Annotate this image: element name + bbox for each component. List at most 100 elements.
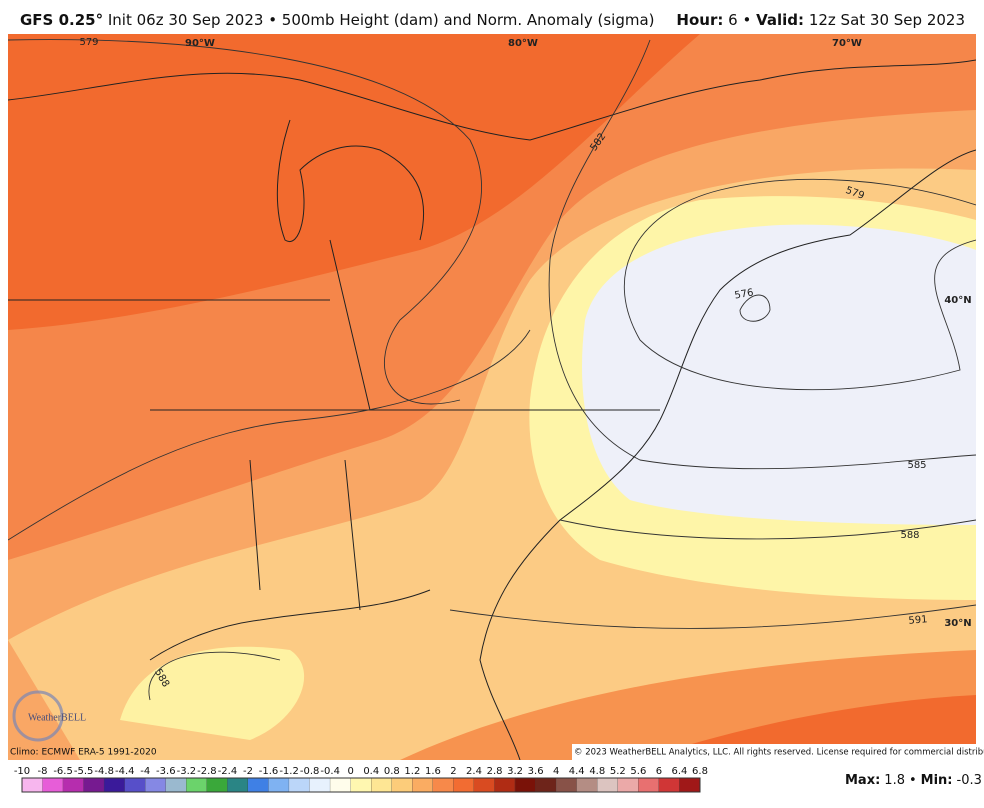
colorbar-segment	[453, 778, 474, 792]
colorbar-segment	[83, 778, 105, 792]
separator: •	[909, 773, 917, 788]
logo-text: WeatherBELL	[28, 712, 86, 723]
colorbar-segment	[556, 778, 577, 792]
colorbar-segment	[330, 778, 351, 792]
colorbar-label: -3.2	[177, 766, 197, 777]
colorbar-label: -6.5	[53, 766, 73, 777]
latitude-label: 40°N	[944, 295, 971, 306]
colorbar-label: -2	[243, 766, 253, 777]
colorbar-segment	[515, 778, 536, 792]
colorbar-segment	[679, 778, 700, 792]
colorbar-segment	[494, 778, 516, 792]
colorbar-label: 1.2	[404, 766, 420, 777]
colorbar-segment	[597, 778, 618, 792]
colorbar-label: 4.4	[569, 766, 585, 777]
colorbar-segment	[350, 778, 372, 792]
colorbar-label: -2.8	[197, 766, 217, 777]
longitude-label: 70°W	[832, 38, 862, 49]
colorbar-label: 4	[553, 766, 559, 777]
colorbar-label: 2.8	[487, 766, 503, 777]
colorbar-segment	[22, 778, 43, 792]
colorbar-label: -4	[140, 766, 150, 777]
colorbar-segment	[165, 778, 187, 792]
colorbar-label: 3.6	[528, 766, 544, 777]
logo: WeatherBELL	[12, 690, 86, 742]
colorbar-segment	[268, 778, 290, 792]
colorbar-segment	[145, 778, 166, 792]
colorbar-segment	[227, 778, 248, 792]
colorbar-label: 6	[656, 766, 662, 777]
max-label: Max:	[845, 773, 880, 788]
colorbar-label: 1.6	[425, 766, 441, 777]
colorbar-segment	[104, 778, 125, 792]
height-contours	[8, 39, 976, 701]
header-left: GFS 0.25° Init 06z 30 Sep 2023 • 500mb H…	[20, 11, 655, 29]
colorbar-segment	[576, 778, 598, 792]
colorbar-label: 6.8	[692, 766, 708, 777]
anomaly-fill	[8, 34, 976, 760]
colorbar-label: 5.6	[630, 766, 646, 777]
colorbar-segment	[289, 778, 310, 792]
header-right: Hour: 6 • Valid: 12z Sat 30 Sep 2023	[676, 11, 965, 29]
model: GFS 0.25°	[20, 11, 104, 29]
colorbar-label: 0.4	[363, 766, 379, 777]
separator: •	[742, 11, 752, 29]
colorbar-label: 4.8	[589, 766, 605, 777]
colorbar-segment	[124, 778, 146, 792]
colorbar-segment	[63, 778, 84, 792]
colorbar-label: -2.4	[218, 766, 238, 777]
latitude-label: 30°N	[944, 618, 971, 629]
colorbar-label: 0	[348, 766, 354, 777]
colorbar-label: -4.4	[115, 766, 135, 777]
colorbar-label: 2	[450, 766, 456, 777]
colorbar-segment	[658, 778, 680, 792]
run: Init 06z 30 Sep 2023 • 500mb Height (dam…	[107, 11, 655, 29]
colorbar-label: 5.2	[610, 766, 626, 777]
colorbar-label: -1.2	[279, 766, 299, 777]
climo: Climo: ECMWF ERA-5 1991-2020	[10, 748, 157, 758]
colorbar-label: -0.4	[320, 766, 340, 777]
colorbar-segment	[186, 778, 207, 792]
coastlines	[8, 59, 976, 760]
colorbar-label: 0.8	[384, 766, 400, 777]
colorbar-segment	[371, 778, 392, 792]
longitude-label: 90°W	[185, 38, 215, 49]
colorbar-segment	[42, 778, 64, 792]
colorbar-frame	[21, 777, 701, 793]
colorbar: -10 -8 -6.5 -5.5 -4.8 -4.4 -4 -3.6 -3.2 -2.8 -2.4-…	[14, 766, 708, 793]
hour: 6	[728, 11, 738, 29]
colorbar-segment	[206, 778, 228, 792]
colorbar-label: -8	[38, 766, 48, 777]
colorbar-label: -4.8	[94, 766, 114, 777]
colorbar-label: -5.5	[74, 766, 94, 777]
longitude-label: 80°W	[508, 38, 538, 49]
contour-label: 576	[734, 287, 755, 301]
contour-label: 585	[907, 460, 926, 471]
colorbar-segment	[248, 778, 269, 792]
colorbar-label: 2.4	[466, 766, 482, 777]
colorbar-label: 3.2	[507, 766, 523, 777]
contour-label: 588	[900, 530, 919, 541]
copyright: © 2023 WeatherBELL Analytics, LLC. All r…	[574, 748, 984, 758]
colorbar-segment	[535, 778, 557, 792]
colorbar-label: -0.8	[300, 766, 320, 777]
colorbar-segment	[617, 778, 639, 792]
colorbar-segment	[412, 778, 433, 792]
stats: Max: 1.8 • Min: -0.3	[845, 773, 982, 788]
valid-label: Valid:	[756, 11, 805, 29]
min: -0.3	[957, 773, 982, 788]
colorbar-label: -10	[14, 766, 30, 777]
hour-label: Hour:	[676, 11, 724, 29]
colorbar-segment	[638, 778, 659, 792]
min-label: Min:	[921, 773, 953, 788]
colorbar-segment	[432, 778, 454, 792]
contour-label: 591	[908, 614, 928, 627]
colorbar-segment	[391, 778, 413, 792]
colorbar-segment	[309, 778, 331, 792]
colorbar-label: -3.6	[156, 766, 176, 777]
valid: 12z Sat 30 Sep 2023	[808, 11, 965, 29]
max: 1.8	[884, 773, 905, 788]
colorbar-label: -1.6	[259, 766, 279, 777]
